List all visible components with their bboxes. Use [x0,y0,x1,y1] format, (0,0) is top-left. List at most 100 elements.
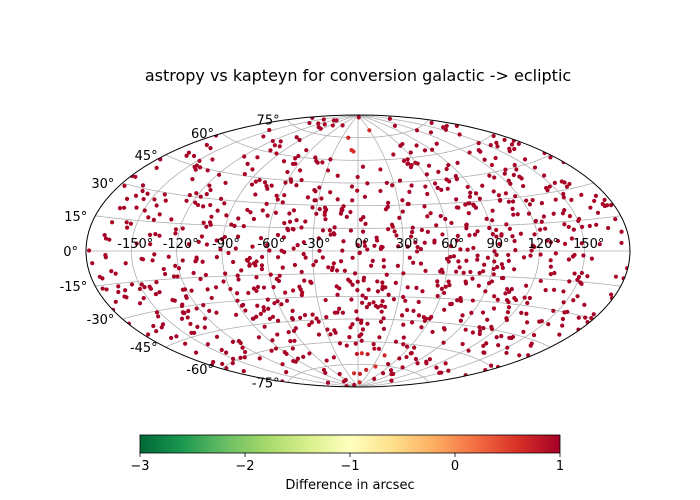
data-point [241,302,246,308]
y-tick-label: -30° [87,313,115,328]
data-point [302,278,307,283]
data-point [506,258,511,263]
data-point [401,294,406,300]
data-point [429,120,434,125]
data-point [477,331,482,337]
data-point [236,339,242,344]
data-point [562,180,567,185]
data-point [269,183,274,188]
data-point [333,330,338,335]
data-point [339,206,344,212]
data-point [272,143,277,148]
data-point [579,241,584,246]
data-point [331,118,336,123]
data-point [321,367,327,373]
data-point [173,231,178,236]
data-point [525,300,530,306]
data-point [198,276,203,282]
data-point [222,234,228,240]
plot-boundary [85,114,631,388]
data-point [270,338,275,343]
data-point [191,270,196,276]
x-tick-label: -60° [257,237,285,252]
data-point [349,148,354,153]
data-point [444,166,449,172]
data-point [513,297,519,303]
data-point [494,234,499,239]
data-point [317,206,322,212]
data-point [319,196,324,201]
data-point [503,167,508,172]
data-point [512,162,517,168]
data-point [465,247,470,252]
data-point [487,225,492,231]
data-point [362,240,367,245]
data-point [316,121,321,126]
data-point [527,295,532,301]
data-point [325,380,331,385]
data-point [355,317,360,322]
scatter-points [87,115,630,387]
data-point [187,192,192,198]
data-point [160,322,166,327]
data-point [214,238,219,243]
data-point [495,297,500,302]
data-point [439,286,444,291]
data-point [229,222,234,227]
data-point [414,285,419,290]
data-point [327,228,332,233]
data-point [551,308,556,313]
data-point [232,223,237,228]
data-point [442,307,447,312]
data-point [381,258,386,263]
data-point [491,189,496,194]
data-point [492,175,497,180]
data-point [401,158,407,163]
data-point [430,329,435,335]
data-point [398,143,403,148]
data-point [542,173,547,178]
data-point [222,201,227,206]
data-point [401,271,406,276]
data-point [316,236,321,241]
data-point [490,208,495,213]
chart-title: astropy vs kapteyn for conversion galact… [145,66,571,85]
data-point [466,201,471,206]
data-point [360,300,365,305]
x-tick-label: -90° [212,237,240,252]
data-point [458,298,464,304]
data-point [307,351,312,356]
data-point [503,291,508,296]
data-point [583,315,588,320]
data-point [384,272,389,277]
data-point [447,179,452,184]
data-point [146,215,151,220]
y-tick-labels: -75° -60° -45° -30° -15° 0° 15° 30° 45° 60° 75° [60,114,280,392]
parallel-line [95,273,621,287]
data-point [340,123,345,128]
data-point [344,343,349,348]
data-point [247,255,252,261]
data-point [389,372,394,377]
data-point [207,183,212,188]
data-point [124,196,130,201]
data-point [485,317,490,322]
parallel-line [287,119,429,139]
data-point [522,157,528,162]
data-point [499,275,505,281]
data-point [261,134,266,139]
data-point [254,314,259,319]
data-point [476,147,481,153]
data-point [324,207,329,212]
data-point [441,340,446,345]
data-point [499,233,504,238]
data-point [591,312,596,317]
y-tick-label: 45° [135,149,158,164]
data-point [148,286,154,291]
data-point [484,216,489,221]
data-point [476,283,481,288]
data-point [325,168,331,173]
colorbar-tick-label: −3 [130,459,149,474]
data-point [528,253,533,258]
data-point [133,174,138,179]
